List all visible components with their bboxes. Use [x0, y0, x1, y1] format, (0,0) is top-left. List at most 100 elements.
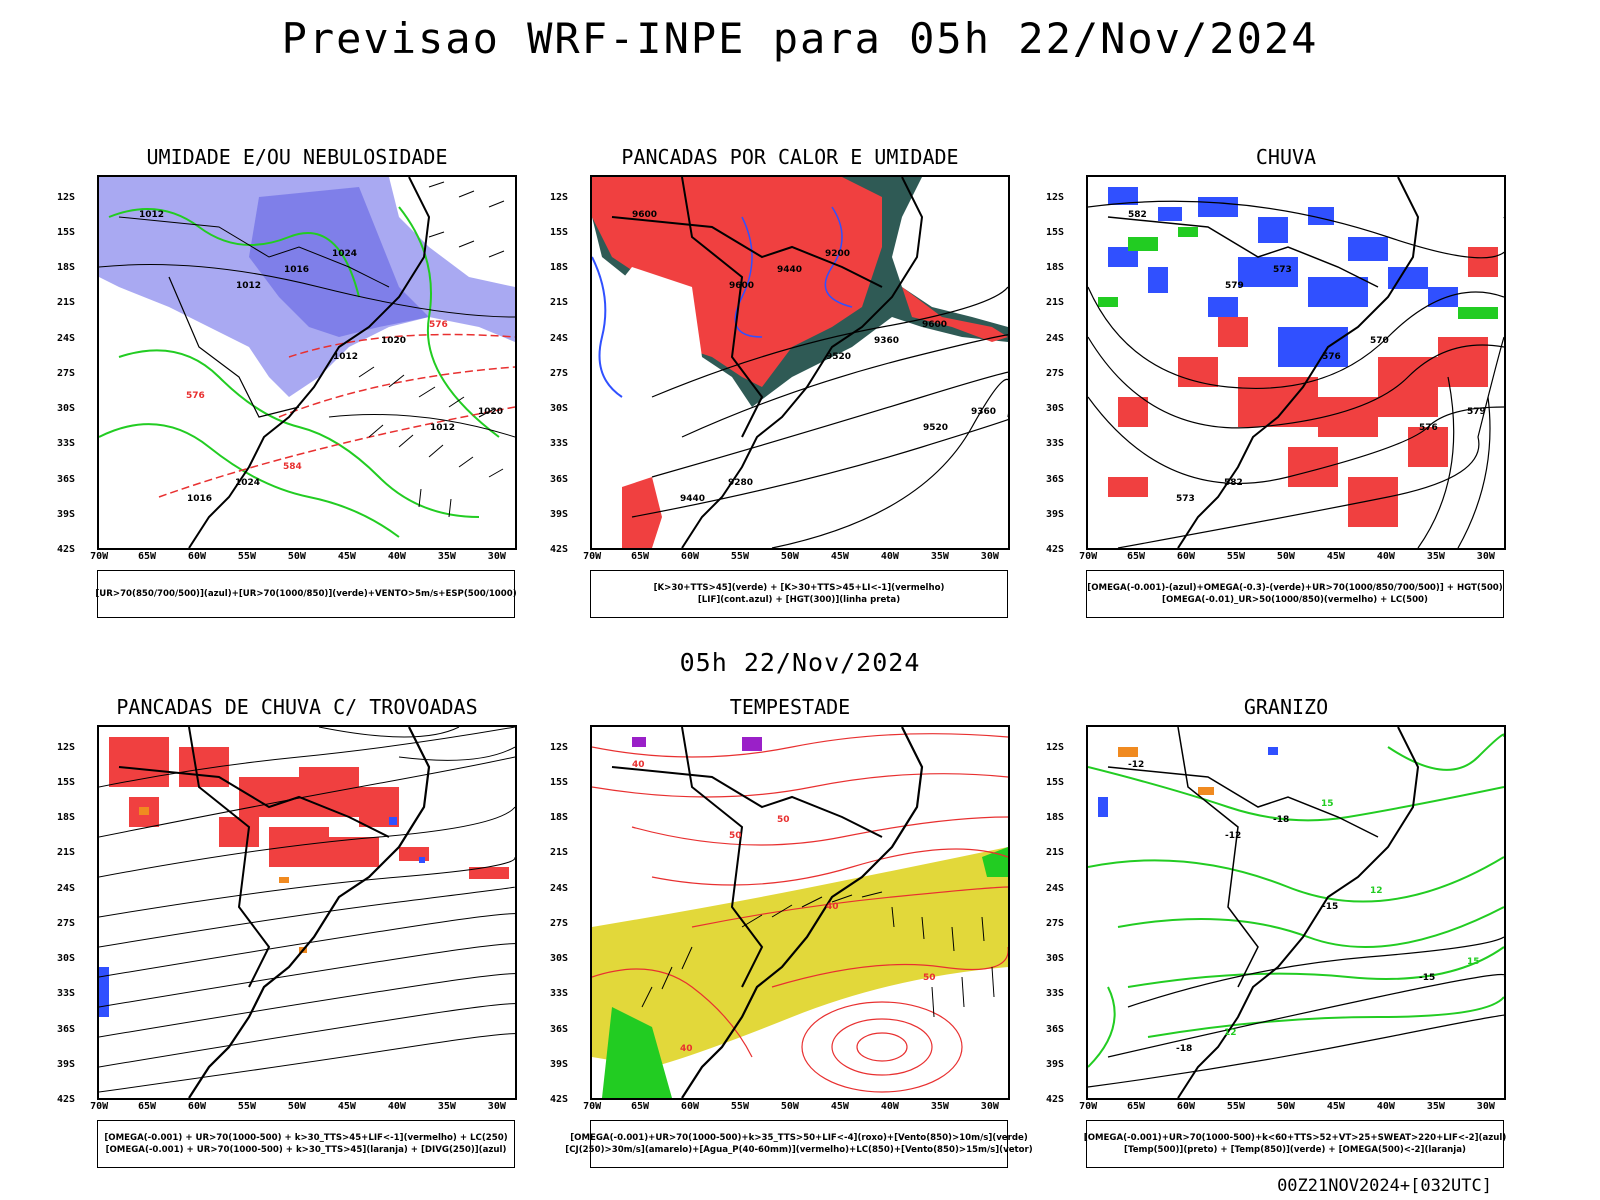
lon-tick-label: 50W [287, 551, 306, 562]
lon-tick-label: 55W [1226, 1101, 1245, 1112]
lat-tick-label: 39S [56, 508, 75, 520]
red-contour-lines [592, 733, 1008, 1093]
lat-tick-label: 42S [549, 1094, 568, 1105]
lat-tick-label: 24S [1045, 332, 1064, 344]
panel-chuva: CHUVA 12S 15S 18S 21S 24S 27S 30S 33S 36S 39S 42S [1046, 145, 1506, 625]
contour-label: 40 [632, 760, 645, 770]
legend-line: [CJ(250)>30m/s](amarelo)+[Agua_P(40-60mm… [565, 1145, 1033, 1155]
red-instability-area [592, 177, 882, 387]
contour-label: 12 [1370, 886, 1383, 896]
green-temp-lines [1088, 733, 1504, 1068]
lat-tick-label: 18S [549, 812, 568, 823]
lat-tick-label: 42S [56, 1094, 75, 1105]
coastline [681, 177, 924, 548]
lon-tick-label: 70W [583, 551, 602, 562]
lon-tick-label: 65W [630, 551, 649, 562]
contour-label: 9600 [632, 210, 657, 220]
panel-legend: [K>30+TTS>45](verde) + [K>30+TTS>45+LI<-… [590, 570, 1008, 618]
lat-tick-label: 18S [56, 812, 75, 823]
contour-label: 9600 [922, 320, 947, 330]
contour-label: 9440 [777, 265, 802, 275]
lat-axis: 12S 15S 18S 21S 24S 27S 30S 33S 36S 39S 42S [546, 175, 570, 555]
lat-tick-label: 12S [549, 741, 568, 753]
lon-tick-label: 60W [187, 1101, 206, 1112]
lon-tick-label: 50W [1276, 1101, 1295, 1112]
contour-label: -12 [1128, 760, 1144, 770]
lon-tick-label: 30W [1476, 1101, 1495, 1112]
contour-label: -15 [1322, 902, 1338, 912]
lon-tick-label: 60W [1176, 551, 1195, 562]
hgt-black-line [1417, 376, 1455, 548]
lon-tick-label: 35W [930, 551, 949, 562]
lat-tick-label: 12S [549, 191, 568, 203]
lat-tick-label: 24S [56, 882, 75, 894]
lat-tick-label: 36S [1045, 473, 1064, 485]
lon-tick-label: 65W [137, 1101, 156, 1112]
lat-tick-label: 36S [549, 473, 568, 485]
lon-tick-label: 45W [337, 1101, 356, 1112]
lat-tick-label: 33S [549, 438, 568, 450]
lon-tick-label: 35W [1426, 1101, 1445, 1112]
contour-label: 9520 [826, 352, 851, 362]
lon-tick-label: 55W [237, 1101, 256, 1112]
map-frame: -12 -12 -15 -15 -18 -18 12 15 12 15 [1086, 725, 1506, 1100]
panel-granizo: GRANIZO 12S 15S 18S 21S 24S 27S 30S 33S 36S 39S 42… [1046, 695, 1506, 1175]
contour-label: 9200 [825, 249, 850, 259]
legend-line: [OMEGA(-0.001)-(azul)+OMEGA(-0.3)-(verde… [1087, 583, 1503, 593]
lon-tick-label: 55W [1226, 551, 1245, 562]
lat-tick-label: 33S [56, 438, 75, 450]
lon-tick-label: 40W [387, 1101, 406, 1112]
lat-tick-label: 21S [549, 297, 568, 309]
lat-axis: 12S 15S 18S 21S 24S 27S 30S 33S 36S 39S 42S [546, 725, 570, 1105]
blue-cells [1098, 747, 1278, 817]
hgt-black-line [1088, 200, 1504, 259]
legend-line: [OMEGA(-0.01)_UR>50(1000/850)(vermelho) … [1162, 595, 1428, 605]
lat-tick-label: 18S [549, 262, 568, 273]
lon-tick-label: 65W [630, 1101, 649, 1112]
red-dash-line [288, 333, 515, 358]
lat-tick-label: 39S [1045, 1058, 1064, 1070]
red-instability-area [902, 287, 1008, 342]
lon-tick-label: 35W [437, 1101, 456, 1112]
hgt-black-line [1088, 336, 1504, 429]
lat-tick-label: 36S [549, 1023, 568, 1035]
contour-label: 582 [1224, 478, 1243, 488]
blue-omega-cells [1108, 187, 1458, 367]
main-title: Previsao WRF-INPE para 05h 22/Nov/2024 [281, 14, 1319, 63]
legend-line: [UR>70(850/700/500)](azul)+[UR>70(1000/8… [95, 589, 517, 599]
lat-tick-label: 24S [549, 332, 568, 344]
contour-label: 1020 [381, 336, 406, 346]
lon-tick-label: 35W [930, 1101, 949, 1112]
panel-pancadas-trovoadas: PANCADAS DE CHUVA C/ TROVOADAS 12S 15S 18S… [57, 695, 517, 1175]
panel-legend: [OMEGA(-0.001)+UR>70(1000-500)+k>35_TTS>… [565, 1120, 1033, 1168]
hgt-black-line [1117, 336, 1504, 548]
lat-tick-label: 42S [549, 544, 568, 555]
lat-tick-label: 18S [1045, 812, 1064, 823]
lon-tick-label: 40W [1376, 551, 1395, 562]
lon-axis: 70W 65W 60W 55W 50W 45W 40W 35W 30W [583, 1101, 1010, 1113]
lat-tick-label: 27S [56, 367, 75, 379]
border-line [1107, 216, 1379, 288]
panel-tempestade: TEMPESTADE 12S 15S 18S 21S 24S 27S 30S 33S 36S 39… [550, 695, 1033, 1175]
lat-tick-label: 39S [549, 508, 568, 520]
white-area [592, 267, 702, 437]
lon-tick-label: 40W [880, 551, 899, 562]
lat-tick-label: 21S [549, 847, 568, 859]
lat-tick-label: 27S [1045, 917, 1064, 929]
contour-label: 9360 [874, 336, 899, 346]
border-line [1107, 766, 1379, 838]
lat-tick-label: 27S [1045, 367, 1064, 379]
border-line [681, 177, 764, 438]
green-line [118, 349, 480, 518]
lat-tick-label: 12S [1045, 191, 1064, 203]
green-omega-cells [1098, 227, 1498, 319]
lon-tick-label: 70W [583, 1101, 602, 1112]
black-temp-lines [1088, 936, 1504, 1088]
panel-legend: [OMEGA(-0.001)+UR>70(1000-500)+k<60+TTS>… [1084, 1120, 1506, 1168]
border-line [611, 766, 883, 838]
lon-tick-label: 70W [90, 551, 109, 562]
contour-label: 12 [1224, 1028, 1237, 1038]
panel-title: UMIDADE E/OU NEBULOSIDADE [146, 145, 448, 169]
panel-legend: [OMEGA(-0.001) + UR>70(1000-500) + k>30_… [97, 1120, 515, 1168]
lat-tick-label: 30S [549, 953, 568, 964]
